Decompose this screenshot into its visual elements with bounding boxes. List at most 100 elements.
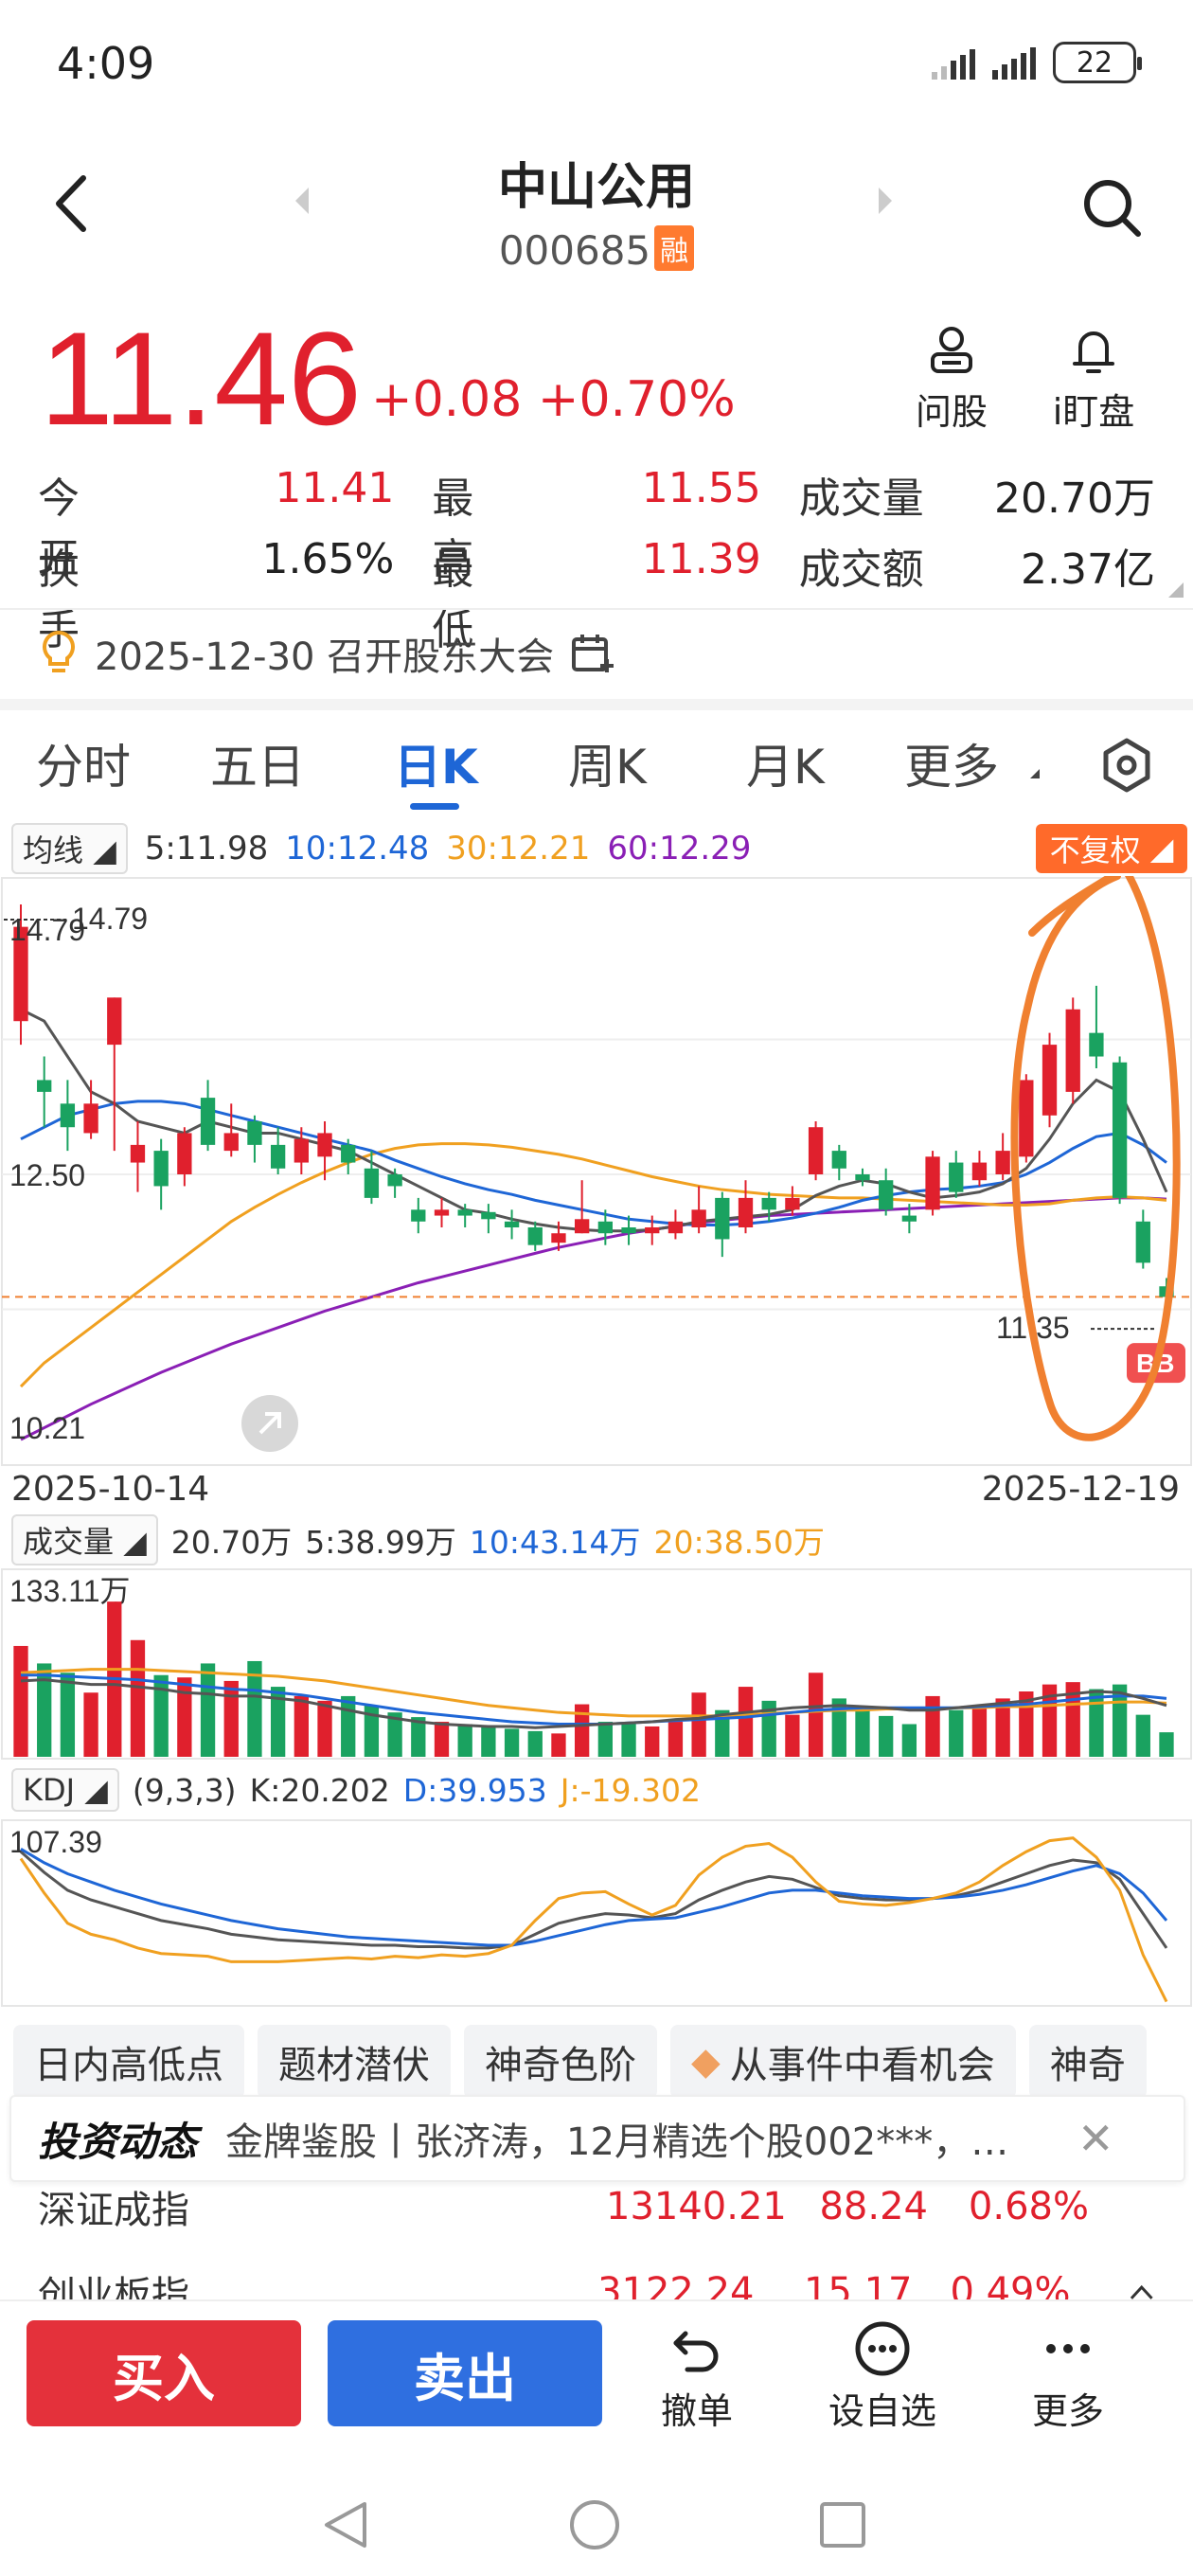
- volume-bar: [527, 1730, 543, 1757]
- close-icon[interactable]: ✕: [1077, 2113, 1114, 2164]
- turnover-label: 换手: [38, 546, 114, 654]
- chart-frame: [1, 877, 1192, 1466]
- candle: [831, 1151, 846, 1169]
- tab-daily-k[interactable]: 日K: [394, 740, 478, 795]
- volume-selector[interactable]: 成交量 ◢: [11, 1514, 158, 1565]
- kdj-chart[interactable]: 107.39: [0, 1818, 1193, 2008]
- more-actions-button[interactable]: 更多: [1002, 2316, 1134, 2434]
- kdj-d-value: D:39.953: [402, 1771, 547, 1809]
- volume-current: 20.70万: [170, 1524, 293, 1561]
- candle: [1042, 1045, 1058, 1116]
- ellipsis-icon: [1046, 2344, 1090, 2353]
- volume-bar: [855, 1709, 870, 1757]
- watch-board-button[interactable]: i盯盘: [1046, 322, 1141, 435]
- quote-row-2: 换手 1.65% 最低 11.39 成交额 2.37亿: [38, 535, 1155, 656]
- ma-selector[interactable]: 均线 ◢: [11, 823, 128, 874]
- volume-bar: [551, 1733, 566, 1757]
- signal-icon-2: [992, 45, 1036, 80]
- index-row[interactable]: 深证成指 13140.21 88.24 0.68%: [38, 2178, 1155, 2235]
- ask-stock-button[interactable]: 问股: [904, 322, 999, 435]
- feature-more[interactable]: 神奇: [1028, 2025, 1147, 2099]
- candle: [785, 1197, 800, 1210]
- sell-button[interactable]: 卖出: [328, 2320, 602, 2426]
- next-stock-arrow-icon[interactable]: [879, 188, 892, 214]
- candle: [270, 1144, 286, 1169]
- volume-bar: [504, 1728, 520, 1757]
- candle: [200, 1098, 216, 1145]
- candle: [645, 1227, 660, 1234]
- volume-chart[interactable]: 133.11万: [0, 1567, 1193, 1762]
- candle: [808, 1127, 824, 1174]
- candle: [995, 1151, 1010, 1174]
- volume-bar: [130, 1639, 146, 1757]
- vol-ma5: 5:38.99万: [305, 1524, 456, 1561]
- nav-home-icon[interactable]: [570, 2500, 619, 2549]
- candle: [411, 1209, 426, 1222]
- date-end-label: 2025-12-19: [981, 1470, 1180, 1509]
- nav-recents-icon[interactable]: [820, 2502, 865, 2548]
- chevron-up-icon[interactable]: [1128, 2278, 1155, 2306]
- candle: [901, 1215, 917, 1222]
- expand-corner-icon[interactable]: [1168, 582, 1184, 598]
- feature-color-scale[interactable]: 神奇色阶: [464, 2025, 657, 2099]
- event-notice[interactable]: 2025-12-30 召开股东大会: [38, 625, 614, 682]
- buy-button[interactable]: 买入: [27, 2320, 301, 2426]
- vol-ma10: 10:43.14万: [469, 1524, 641, 1561]
- open-label: 今开: [38, 474, 114, 583]
- ma5-value: 5:11.98: [144, 830, 269, 868]
- tab-weekly-k[interactable]: 周K: [568, 740, 647, 795]
- back-arrow-icon[interactable]: [49, 170, 97, 237]
- divider: [0, 699, 1193, 710]
- stock-code: 000685: [498, 227, 651, 274]
- news-banner[interactable]: 投资动态 金牌鉴股丨张济涛，12月精选个股002***，… ✕: [9, 2095, 1185, 2182]
- adjust-mode-button[interactable]: 不复权 ◢: [1036, 824, 1187, 873]
- volume-bar: [481, 1726, 496, 1757]
- volume-frame: [1, 1568, 1192, 1760]
- prev-stock-arrow-icon[interactable]: [295, 188, 309, 214]
- tab-intraday[interactable]: 分时: [36, 740, 131, 795]
- kdj-selector[interactable]: KDJ ◢: [11, 1768, 119, 1812]
- high-value: 11.55: [641, 464, 761, 512]
- volume-bar: [901, 1724, 917, 1757]
- volume-bar: [831, 1698, 846, 1757]
- volume-bar: [83, 1692, 98, 1757]
- y-tick-mid: 12.50: [9, 1158, 85, 1192]
- diamond-icon: ◆: [691, 2040, 721, 2084]
- feature-intraday-highlow[interactable]: 日内高低点: [13, 2025, 244, 2099]
- event-text: 2025-12-30 召开股东大会: [95, 635, 555, 679]
- candle: [13, 926, 28, 1022]
- index-change: 88.24: [819, 2185, 928, 2228]
- news-logo: 投资动态: [38, 2118, 198, 2165]
- volume-bar: [200, 1663, 216, 1757]
- volume-value: 20.70万: [994, 474, 1155, 523]
- period-tabs: 分时 五日 日K 周K 月K 更多: [0, 729, 1193, 805]
- candle: [761, 1197, 776, 1210]
- candle: [1135, 1221, 1150, 1263]
- volume-ma5-line: [20, 1678, 1167, 1729]
- search-icon[interactable]: [1079, 175, 1146, 242]
- volume-bar: [925, 1695, 940, 1757]
- tab-five-day[interactable]: 五日: [210, 740, 305, 795]
- volume-bar: [341, 1695, 356, 1757]
- margin-badge: 融: [654, 225, 695, 271]
- settings-hexagon-icon[interactable]: [1098, 737, 1155, 794]
- feature-event-opportunity[interactable]: ◆ 从事件中看机会: [670, 2025, 1016, 2099]
- cancel-order-button[interactable]: 撤单: [631, 2316, 763, 2434]
- tab-more[interactable]: 更多: [904, 740, 999, 795]
- volume-bar: [364, 1705, 380, 1757]
- amount-value: 2.37亿: [1021, 546, 1155, 594]
- volume-bar: [317, 1700, 332, 1757]
- nav-back-icon[interactable]: [325, 2502, 366, 2548]
- candle: [60, 1103, 76, 1128]
- status-indicators: 22: [932, 42, 1142, 83]
- kdj-j-value: J:-19.302: [560, 1771, 702, 1809]
- candle: [504, 1221, 520, 1228]
- feature-theme-ambush[interactable]: 题材潜伏: [258, 2025, 451, 2099]
- kdj-k-value: K:20.202: [249, 1771, 390, 1809]
- candle: [879, 1180, 894, 1210]
- add-watchlist-button[interactable]: 设自选: [816, 2316, 949, 2434]
- tab-monthly-k[interactable]: 月K: [746, 740, 825, 795]
- watch-board-label: i盯盘: [1052, 391, 1135, 433]
- candle: [1112, 1062, 1128, 1198]
